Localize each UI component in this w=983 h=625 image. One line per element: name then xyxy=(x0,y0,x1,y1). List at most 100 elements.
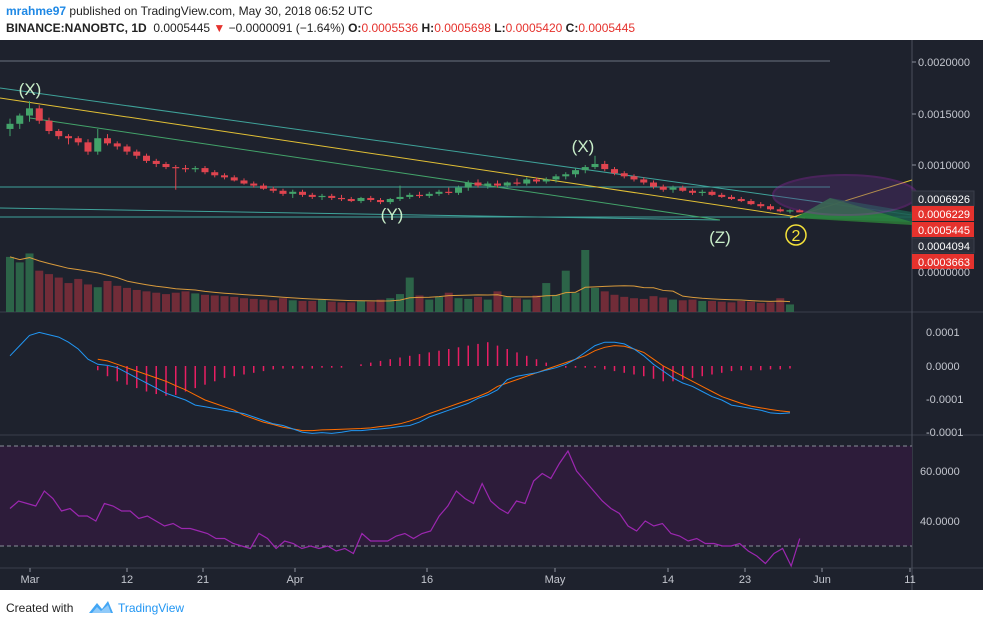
candle-body xyxy=(260,185,267,189)
wave-label: (X) xyxy=(572,137,595,156)
candle-body xyxy=(367,197,375,201)
volume-bar xyxy=(552,294,560,312)
volume-bar xyxy=(93,287,102,312)
candle-body xyxy=(533,179,540,182)
trendline xyxy=(0,97,806,219)
close-value: 0.0005445 xyxy=(578,21,636,35)
close-label: C: xyxy=(565,21,579,35)
wave-label: (Z) xyxy=(709,228,731,247)
candle-body xyxy=(191,168,199,170)
price-tag xyxy=(911,237,975,254)
volume-bar xyxy=(464,298,473,312)
candle-body xyxy=(494,183,501,186)
candle-body xyxy=(172,167,180,169)
macd-y-tick-label: 0.0001 xyxy=(926,327,960,339)
volume-bar xyxy=(308,300,317,312)
candle-body xyxy=(84,142,92,152)
candle-body xyxy=(123,146,131,152)
candle-body xyxy=(386,198,394,203)
volume-bar xyxy=(327,301,336,312)
price-tag-label: 0.0006926 xyxy=(918,194,970,206)
volume-bar xyxy=(6,256,14,312)
volume-bar xyxy=(581,250,590,312)
volume-bar xyxy=(776,298,785,312)
candle-body xyxy=(679,187,687,191)
tradingview-logo-icon[interactable] xyxy=(88,599,114,615)
candle-body xyxy=(669,187,677,190)
volume-bar xyxy=(15,262,24,312)
candle-body xyxy=(201,168,209,173)
rsi-band-fill xyxy=(0,446,912,546)
candle-body xyxy=(16,115,24,124)
candle-body xyxy=(211,172,219,176)
candle-body xyxy=(737,198,745,202)
candle-body xyxy=(318,195,326,198)
last-price: 0.0005445 xyxy=(153,21,211,35)
candle-body xyxy=(513,182,521,184)
trendline xyxy=(29,117,721,221)
volume-bar xyxy=(425,299,434,312)
candle-body xyxy=(133,151,141,156)
volume-bar xyxy=(444,292,453,312)
x-tick-label: Mar xyxy=(21,574,40,586)
y-tick-label: 0.0020000 xyxy=(918,57,970,69)
candle-body xyxy=(601,163,609,170)
candle-body xyxy=(572,170,579,175)
price-tag xyxy=(912,222,974,237)
tradingview-brand-link[interactable]: TradingView xyxy=(118,601,185,615)
volume-bar xyxy=(483,299,492,312)
volume-bar xyxy=(737,300,746,312)
candle-body xyxy=(113,143,121,147)
target-ellipse xyxy=(772,174,918,216)
candle-body xyxy=(484,183,492,186)
open-value: 0.0005536 xyxy=(361,21,419,35)
x-tick-label: Apr xyxy=(286,574,303,586)
candle-body xyxy=(620,173,628,177)
rsi-y-tick-label: 40.0000 xyxy=(920,516,960,528)
x-tick-label: 16 xyxy=(421,574,433,586)
volume-bar xyxy=(669,299,677,312)
x-tick-label: 23 xyxy=(739,574,751,586)
candle-body xyxy=(396,196,404,199)
chart-header: mrahme97 published on TradingView.com, M… xyxy=(0,0,983,40)
volume-bar xyxy=(571,292,580,312)
x-tick-label: 21 xyxy=(197,574,209,586)
low-value: 0.0005420 xyxy=(505,21,563,35)
price-tag xyxy=(912,206,974,221)
candle-body xyxy=(591,163,599,168)
volume-bar xyxy=(435,296,443,312)
trendline xyxy=(0,207,721,221)
candle-body xyxy=(581,167,589,171)
candle-body xyxy=(474,182,482,186)
candle-body xyxy=(230,177,238,181)
candle-body xyxy=(708,191,716,195)
volume-bar xyxy=(113,285,122,312)
volume-bar xyxy=(474,296,482,312)
change-arrow-icon: ▼ xyxy=(213,21,226,35)
author-link[interactable]: mrahme97 xyxy=(6,4,67,18)
wave-circle xyxy=(785,224,807,246)
publish-line: mrahme97 published on TradingView.com, M… xyxy=(6,4,373,18)
candle-body xyxy=(162,163,170,168)
volume-bar xyxy=(513,298,521,312)
volume-bar xyxy=(347,302,356,312)
volume-bar xyxy=(152,292,161,312)
volume-ma-line xyxy=(9,256,791,303)
volume-bar xyxy=(766,302,775,312)
candle-body xyxy=(250,183,258,186)
candle-body xyxy=(65,136,72,139)
volume-bar xyxy=(688,299,697,312)
candle-body xyxy=(425,193,433,196)
macd-y-tick-label: -0.0001 xyxy=(926,394,963,406)
symbol-label: BINANCE:NANOBTC, 1D xyxy=(6,21,147,35)
candle-body xyxy=(776,209,784,212)
candle-body xyxy=(6,123,14,129)
macd-y-tick-label: -0.0001 xyxy=(926,427,963,439)
chart-canvas[interactable]: 0.0020000 0.0015000 0.0010000 0.0006926 0.00… xyxy=(0,40,983,590)
candle-body xyxy=(406,194,414,197)
candle-body xyxy=(347,198,355,202)
candle-body xyxy=(689,190,696,193)
volume-bar xyxy=(786,304,794,312)
rsi-line xyxy=(9,449,801,568)
candle-body xyxy=(240,180,248,184)
